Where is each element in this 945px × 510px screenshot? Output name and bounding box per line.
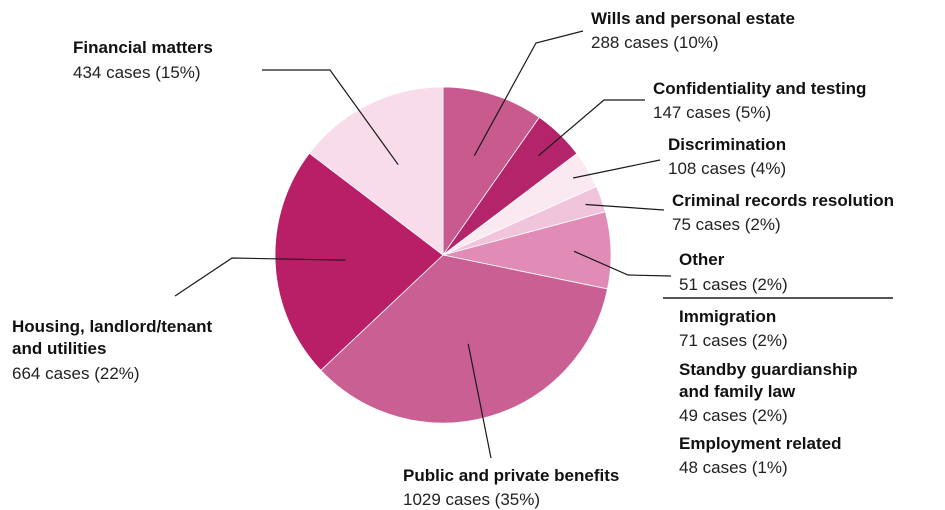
label-housing-line1: Housing, landlord/tenant [12, 317, 213, 336]
value-criminal-records: 75 cases (2%) [672, 215, 781, 234]
slice-10 [308, 86, 444, 256]
label-wills: Wills and personal estate [591, 9, 795, 28]
value-discrimination: 108 cases (4%) [668, 159, 786, 178]
slice-8 [320, 254, 609, 424]
value-immigration: 71 cases (2%) [679, 331, 788, 350]
leader-slice-0 [473, 30, 584, 156]
value-standby: 49 cases (2%) [679, 406, 788, 425]
value-financial: 434 cases (15%) [73, 63, 201, 82]
pie-slices [274, 86, 612, 424]
leader-slice-2 [572, 159, 661, 179]
leader-slice-1 [538, 99, 645, 157]
leader-lines [174, 30, 672, 459]
label-public-benefits: Public and private benefits [403, 466, 619, 485]
label-standby-line1: Standby guardianship [679, 360, 858, 379]
leader-slice-10 [262, 69, 399, 166]
label-confidentiality: Confidentiality and testing [653, 79, 866, 98]
label-standby-line2: and family law [679, 382, 796, 401]
value-housing: 664 cases (22%) [12, 364, 140, 383]
label-discrimination: Discrimination [668, 135, 786, 154]
leader-slice-9 [174, 257, 346, 297]
label-immigration: Immigration [679, 307, 776, 326]
leader-slice-8 [467, 343, 492, 459]
slice-9 [274, 152, 444, 371]
label-housing-line2: and utilities [12, 339, 106, 358]
label-other: Other [679, 250, 725, 269]
value-employment: 48 cases (1%) [679, 458, 788, 477]
slice-0 [442, 86, 540, 257]
value-wills: 288 cases (10%) [591, 33, 719, 52]
label-employment: Employment related [679, 434, 842, 453]
label-financial: Financial matters [73, 38, 213, 57]
leader-slice-3 [585, 203, 665, 211]
leader-slice-other-group [573, 250, 672, 277]
value-public-benefits: 1029 cases (35%) [403, 490, 540, 509]
value-confidentiality: 147 cases (5%) [653, 103, 771, 122]
label-criminal-records: Criminal records resolution [672, 191, 894, 210]
value-other: 51 cases (2%) [679, 275, 788, 294]
